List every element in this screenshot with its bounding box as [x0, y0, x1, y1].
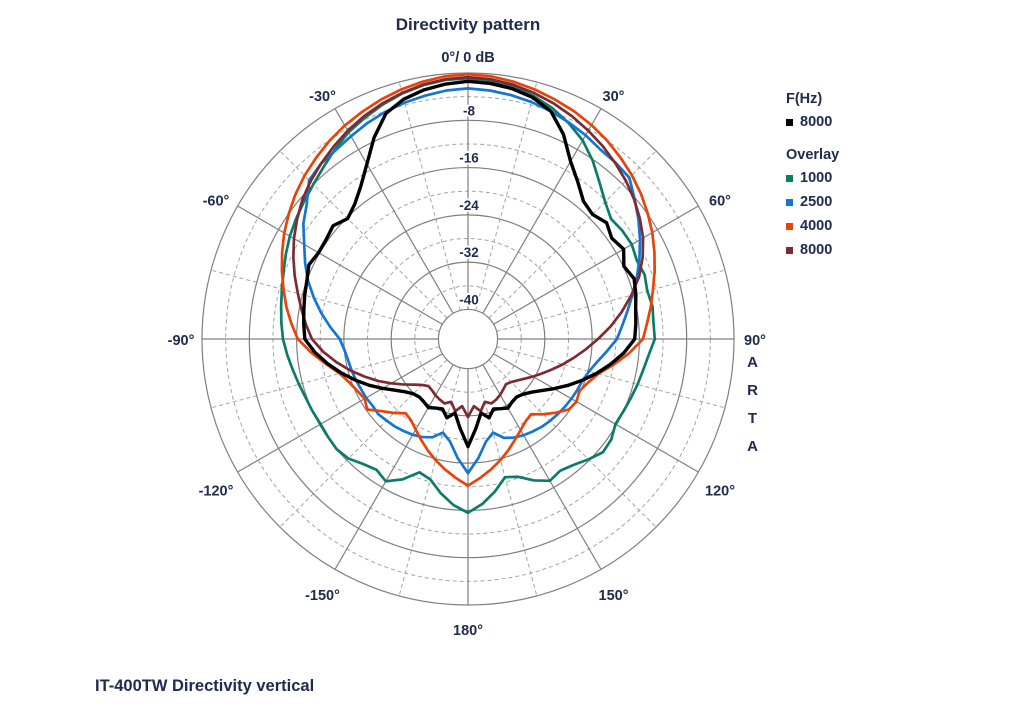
legend-overlay-items: 1000 2500 4000 8000: [786, 166, 839, 262]
legend-item-label: 8000: [800, 114, 833, 130]
grid-spoke-dashed: [279, 359, 448, 528]
legend: F(Hz) 8000 Overlay 1000 2500 4000 8000: [786, 88, 839, 262]
legend-item-1000: 1000: [786, 166, 839, 190]
grid-spoke-dashed: [475, 81, 538, 311]
legend-item-label: 2500: [800, 194, 833, 210]
legend-swatch-icon: [786, 198, 793, 206]
angle-tick-label: 90°: [744, 333, 766, 349]
legend-swatch-icon: [786, 222, 793, 230]
grid-spoke-solid: [237, 205, 443, 325]
db-tick-label: -40: [459, 292, 479, 307]
legend-freq-items: 8000: [786, 110, 839, 134]
grid-spoke-dashed: [210, 346, 440, 409]
series-curve-overlay-4000: [280, 72, 656, 487]
db-tick-label: -32: [459, 245, 479, 260]
chart-caption: IT-400TW Directivity vertical: [95, 677, 315, 695]
grid-spoke-solid: [334, 108, 454, 314]
chart-title: Directivity pattern: [395, 15, 541, 34]
grid-spoke-solid: [482, 108, 602, 314]
legend-item-label: 4000: [800, 218, 833, 234]
grid-spoke-dashed: [496, 346, 726, 409]
grid-ring-solid: [437, 308, 499, 370]
angle-tick-label: -90°: [168, 333, 195, 349]
legend-swatch-icon: [786, 246, 793, 254]
legend-item-label: 8000: [800, 242, 833, 258]
legend-item-8000: 8000: [786, 238, 839, 262]
angle-tick-label: 120°: [705, 484, 735, 500]
grid-spoke-solid: [493, 353, 699, 473]
grid-spoke-dashed: [496, 269, 726, 332]
grid-spoke-solid: [482, 364, 602, 570]
legend-swatch-icon: [786, 118, 793, 126]
arta-watermark: ARTA: [744, 354, 761, 466]
angle-tick-label: -120°: [199, 484, 234, 500]
legend-swatch-icon: [786, 174, 793, 182]
legend-item-4000: 4000: [786, 214, 839, 238]
grid-spoke-dashed: [398, 367, 461, 597]
grid-spoke-solid: [237, 353, 443, 473]
legend-item-2500: 2500: [786, 190, 839, 214]
grid-spoke-solid: [334, 364, 454, 570]
db-tick-label: -24: [459, 198, 479, 213]
angle-tick-label: -150°: [305, 588, 340, 604]
legend-item-8000: 8000: [786, 110, 839, 134]
grid-spoke-dashed: [398, 81, 461, 311]
grid-spoke-dashed: [279, 150, 448, 319]
grid-ring-solid: [248, 119, 688, 559]
grid-spoke-dashed: [475, 367, 538, 597]
grid-spoke-solid: [493, 205, 699, 325]
legend-overlay-title: Overlay: [786, 147, 840, 163]
angle-tick-label: -30°: [309, 89, 336, 105]
angle-tick-label: 180°: [453, 623, 483, 639]
legend-freq-title: F(Hz): [786, 91, 823, 107]
angle-tick-label: 0°/ 0 dB: [441, 50, 494, 66]
series-curve-fhz-8000: [302, 79, 638, 449]
grid-spoke-dashed: [488, 359, 657, 528]
series-curve-overlay-8000: [292, 75, 645, 419]
db-tick-label: -8: [463, 103, 475, 118]
grid-spoke-dashed: [210, 269, 440, 332]
grid-ring-solid: [343, 214, 593, 464]
series-curve-overlay-2500: [302, 87, 642, 475]
db-tick-label: -16: [459, 151, 479, 166]
angle-tick-label: 30°: [603, 89, 625, 105]
legend-gap: [786, 134, 839, 144]
angle-tick-label: 60°: [709, 194, 731, 210]
angle-tick-label: -60°: [203, 194, 230, 210]
angle-tick-label: 150°: [599, 588, 629, 604]
legend-item-label: 1000: [800, 170, 833, 186]
